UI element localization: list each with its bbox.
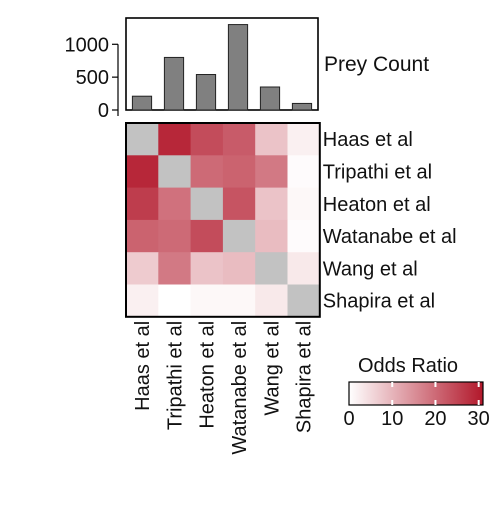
heatmap-cell-watanabe-et-al-tripathi-et-al bbox=[158, 219, 191, 253]
heatmap-cell-watanabe-et-al-wang-et-al bbox=[255, 219, 288, 253]
heatmap-cell-heaton-et-al-wang-et-al bbox=[255, 187, 288, 221]
heatmap-cell-haas-et-al-wang-et-al bbox=[255, 123, 288, 156]
odds-ratio-heatmap: Haas et al Tripathi et al Heaton et al Wata… bbox=[125, 122, 457, 455]
heatmap-cell-heaton-et-al-shapira-et-al bbox=[287, 187, 321, 221]
bar-tripathi-et-al bbox=[163, 56, 185, 111]
heatmap-cell-shapira-et-al-heaton-et-al bbox=[190, 284, 224, 318]
heatmap-cell-tripathi-et-al-wang-et-al bbox=[255, 155, 288, 188]
heatmap-cell-shapira-et-al-wang-et-al bbox=[255, 284, 288, 318]
heatmap-cell-haas-et-al-shapira-et-al bbox=[287, 123, 321, 156]
odds-ratio-legend: Odds Ratio 0 10 20 30 bbox=[343, 355, 489, 430]
heatmap-cell-haas-et-al-haas-et-al bbox=[126, 123, 159, 156]
heatmap-cell-tripathi-et-al-heaton-et-al bbox=[190, 155, 224, 188]
heatmap-cell-heaton-et-al-tripathi-et-al bbox=[158, 187, 191, 221]
bar-chart-ylabel: Prey Count bbox=[324, 53, 429, 76]
legend-tick-label: 0 bbox=[343, 408, 354, 430]
heatmap-col-label: Shapira et al bbox=[294, 321, 316, 433]
heatmap-cell-wang-et-al-watanabe-et-al bbox=[222, 252, 256, 285]
heatmap-cell-heaton-et-al-watanabe-et-al bbox=[222, 187, 256, 221]
bar-plot-frame bbox=[125, 17, 319, 111]
heatmap-row-label: Wang et al bbox=[323, 258, 418, 280]
bar-y-tick-label: 0 bbox=[98, 100, 109, 122]
heatmap-row-label: Shapira et al bbox=[323, 291, 435, 313]
heatmap-cell-tripathi-et-al-haas-et-al bbox=[126, 155, 159, 188]
bar-watanabe-et-al bbox=[227, 24, 249, 111]
heatmap-cell-wang-et-al-haas-et-al bbox=[126, 252, 159, 285]
heatmap-col-label: Wang et al bbox=[261, 321, 283, 416]
heatmap-cell-tripathi-et-al-watanabe-et-al bbox=[222, 155, 256, 188]
heatmap-col-label: Haas et al bbox=[132, 321, 154, 411]
bar-wang-et-al bbox=[259, 86, 281, 111]
legend-tick-label: 20 bbox=[424, 408, 446, 430]
legend-colorbar bbox=[348, 381, 484, 406]
heatmap-cell-heaton-et-al-heaton-et-al bbox=[190, 187, 224, 221]
heatmap-cell-haas-et-al-watanabe-et-al bbox=[222, 123, 256, 156]
bar-shapira-et-al bbox=[291, 102, 313, 111]
heatmap-cell-wang-et-al-tripathi-et-al bbox=[158, 252, 191, 285]
heatmap-cell-tripathi-et-al-shapira-et-al bbox=[287, 155, 321, 188]
heatmap-cell-tripathi-et-al-tripathi-et-al bbox=[158, 155, 191, 188]
heatmap-col-label: Heaton et al bbox=[197, 321, 219, 429]
bar-y-tick-label: 500 bbox=[76, 67, 109, 89]
heatmap-cell-wang-et-al-wang-et-al bbox=[255, 252, 288, 285]
heatmap-cell-wang-et-al-shapira-et-al bbox=[287, 252, 321, 285]
heatmap-cell-haas-et-al-heaton-et-al bbox=[190, 123, 224, 156]
heatmap-cell-shapira-et-al-tripathi-et-al bbox=[158, 284, 191, 318]
heatmap-cell-haas-et-al-tripathi-et-al bbox=[158, 123, 191, 156]
heatmap-row-label: Watanabe et al bbox=[323, 226, 457, 248]
heatmap-frame bbox=[125, 122, 321, 318]
bar-heaton-et-al bbox=[195, 74, 217, 111]
heatmap-cell-watanabe-et-al-heaton-et-al bbox=[190, 219, 224, 253]
heatmap-col-label: Watanabe et al bbox=[229, 321, 251, 455]
bar-haas-et-al bbox=[131, 95, 153, 111]
heatmap-row-label: Haas et al bbox=[323, 129, 413, 151]
bar-y-tick-label: 1000 bbox=[65, 34, 110, 56]
heatmap-cell-watanabe-et-al-watanabe-et-al bbox=[222, 219, 256, 253]
heatmap-row-label: Tripathi et al bbox=[323, 161, 432, 183]
prey-count-bar-chart: 0 500 1000 bbox=[65, 17, 319, 122]
heatmap-cell-wang-et-al-heaton-et-al bbox=[190, 252, 224, 285]
heatmap-cell-heaton-et-al-haas-et-al bbox=[126, 187, 159, 221]
heatmap-row-label: Heaton et al bbox=[323, 194, 431, 216]
heatmap-cell-watanabe-et-al-haas-et-al bbox=[126, 219, 159, 253]
heatmap-col-label: Tripathi et al bbox=[164, 321, 186, 430]
heatmap-cell-shapira-et-al-shapira-et-al bbox=[287, 284, 321, 318]
legend-title: Odds Ratio bbox=[358, 355, 458, 377]
heatmap-cell-shapira-et-al-watanabe-et-al bbox=[222, 284, 256, 318]
heatmap-cell-shapira-et-al-haas-et-al bbox=[126, 284, 159, 318]
heatmap-cell-watanabe-et-al-shapira-et-al bbox=[287, 219, 321, 253]
legend-tick-label: 10 bbox=[381, 408, 403, 430]
legend-tick-label: 30 bbox=[468, 408, 490, 430]
